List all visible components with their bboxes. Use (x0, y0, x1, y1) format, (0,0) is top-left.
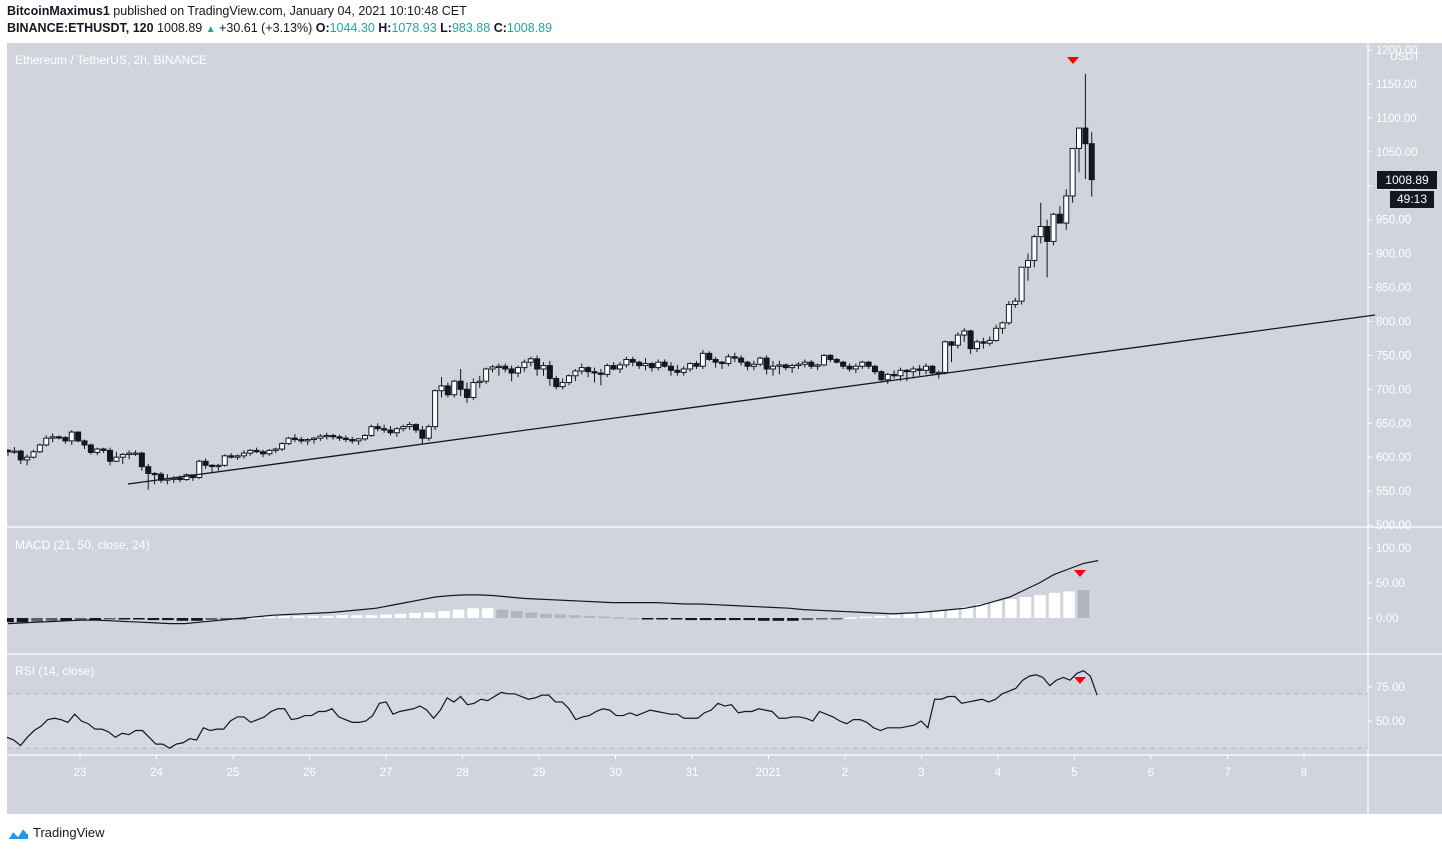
x-tick-label: 26 (303, 767, 316, 779)
chart-area[interactable]: 500.00 550.00 600.00 650.00 700.00 750.00 800.… (7, 43, 1442, 814)
publish-info: BitcoinMaximus1 published on TradingView… (7, 4, 467, 18)
y-tick-label: 950.00 (1376, 215, 1411, 227)
symbol-info: BINANCE:ETHUSDT, 120 1008.89 ▲ +30.61 (+… (7, 21, 552, 35)
rsi-pane-title: RSI (14, close) (15, 664, 95, 678)
x-tick-label: 4 (995, 767, 1002, 779)
y-tick-label: 600.00 (1376, 452, 1411, 464)
author-name[interactable]: BitcoinMaximus1 (7, 4, 110, 18)
brand-name: TradingView (33, 824, 105, 840)
rsi-band (7, 693, 1368, 749)
macd-line (7, 560, 1099, 625)
published-text: published on TradingView.com, January 04… (113, 4, 467, 18)
x-tick-label: 3 (918, 767, 924, 779)
rsi-tick-label: 50.00 (1376, 716, 1405, 728)
bar-countdown: 49:13 (1390, 191, 1434, 208)
last-price-tag: 1008.89 (1377, 171, 1437, 189)
y-tick-label: 1050.00 (1376, 147, 1418, 159)
y-tick-label: 1100.00 (1376, 113, 1417, 125)
rsi-line (7, 669, 1098, 749)
x-tick-label: 24 (150, 767, 163, 779)
macd-tick-label: 50.00 (1376, 578, 1405, 590)
rsi-tick-label: 75.00 (1376, 682, 1405, 694)
macd-tick-label: 0.00 (1376, 613, 1398, 625)
x-tick-label: 5 (1071, 767, 1077, 779)
bearish-arrow-icon (1067, 57, 1079, 64)
up-arrow-icon: ▲ (205, 24, 216, 35)
low-label: L: (440, 21, 452, 35)
y-tick-label: 500.00 (1376, 520, 1411, 532)
high-label: H: (378, 21, 392, 35)
y-tick-label: 800.00 (1376, 316, 1411, 328)
y-tick-label: 550.00 (1376, 486, 1411, 498)
x-tick-label: 2021 (756, 767, 782, 779)
y-tick-label: 1150.00 (1376, 79, 1417, 91)
y-tick-label: 650.00 (1376, 418, 1411, 430)
x-tick-label: 30 (609, 767, 622, 779)
tradingview-logo-icon (7, 826, 29, 840)
x-tick-label: 31 (686, 767, 699, 779)
x-tick-label: 29 (533, 767, 546, 779)
close-value: 1008.89 (506, 21, 553, 35)
price-pane-title: Ethereum / TetherUS, 2h, BINANCE (15, 53, 207, 67)
y-tick-label: 750.00 (1376, 350, 1411, 362)
open-label: O: (315, 21, 330, 35)
y-tick-label: 1200.00 (1376, 45, 1418, 57)
symbol-label: BINANCE:ETHUSDT, 120 (7, 21, 154, 35)
low-value: 983.88 (451, 21, 491, 35)
footer-brand[interactable]: TradingView (7, 824, 105, 840)
candles (7, 73, 1095, 490)
currency-label: USDT (1390, 51, 1420, 63)
y-tick-label: 700.00 (1376, 384, 1411, 396)
x-tick-label: 23 (74, 767, 87, 779)
high-value: 1078.93 (391, 21, 437, 35)
bearish-arrow-icon (1074, 570, 1086, 577)
x-tick-label: 28 (456, 767, 469, 779)
macd-tick-label: 100.00 (1376, 543, 1411, 555)
y-tick-label: 850.00 (1376, 283, 1411, 295)
last-price-text: 1008.89 (157, 21, 203, 35)
change-text: +30.61 (+3.13%) (219, 21, 313, 35)
x-tick-label: 2 (842, 767, 848, 779)
y-tick-label: 900.00 (1376, 249, 1411, 261)
open-value: 1044.30 (329, 21, 375, 35)
trendline[interactable] (127, 314, 1376, 485)
close-label: C: (493, 21, 507, 35)
macd-pane-title: MACD (21, 50, close, 24) (15, 538, 150, 552)
x-tick-label: 25 (227, 767, 240, 779)
x-tick-label: 6 (1148, 767, 1154, 779)
x-tick-label: 27 (380, 767, 393, 779)
x-tick-label: 7 (1224, 767, 1230, 779)
x-tick-label: 8 (1301, 767, 1307, 779)
bearish-arrow-icon (1074, 677, 1086, 684)
chart-canvas[interactable]: 500.00550.00600.00650.00700.00750.00800.… (7, 43, 1442, 814)
macd-histogram (7, 590, 1090, 623)
